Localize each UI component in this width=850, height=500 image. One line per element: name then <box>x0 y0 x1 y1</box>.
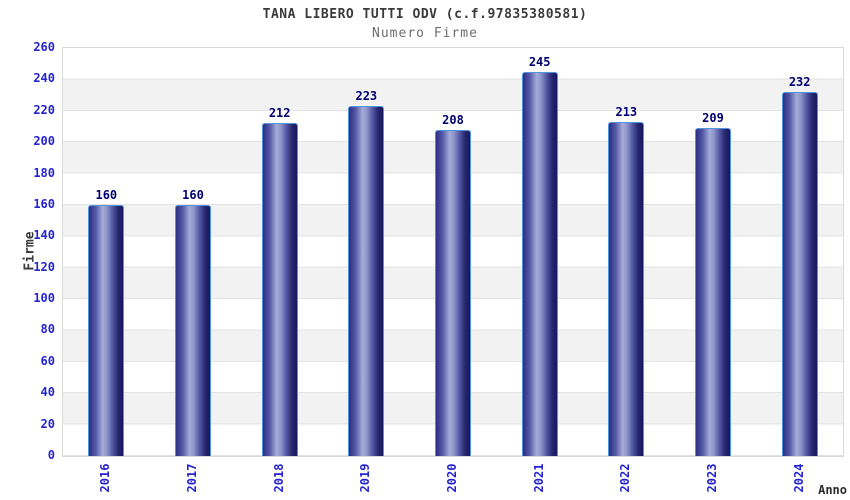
bar-value-label-2019: 223 <box>355 89 378 104</box>
bar-2018 <box>261 123 298 456</box>
x-tick-label-2024: 2024 <box>791 463 806 493</box>
x-tick-label-2021: 2021 <box>531 463 546 493</box>
bar-value-label-2023: 209 <box>702 111 724 126</box>
x-axis-title: Anno <box>818 483 847 497</box>
bar-2024 <box>781 91 818 456</box>
x-tick-label-2018: 2018 <box>271 463 286 493</box>
bar-value-label-2017: 160 <box>182 187 204 202</box>
bar-value-label-2020: 208 <box>442 112 464 127</box>
y-tick-label-40: 40 <box>40 385 55 400</box>
chart-title: TANA LIBERO TUTTI ODV (c.f.97835380581) <box>262 7 588 22</box>
y-axis-title: Firme <box>22 231 38 271</box>
x-tick-label-2017: 2017 <box>185 463 199 493</box>
y-tick-label-80: 80 <box>40 322 55 337</box>
bar-value-label-2021: 245 <box>528 54 551 69</box>
bar-value-label-2022: 213 <box>615 104 638 119</box>
chart-subtitle: Numero Firme <box>372 26 478 41</box>
x-tick-label-2023: 2023 <box>705 463 719 493</box>
bar-2020 <box>435 129 471 456</box>
y-tick-label-240: 240 <box>33 71 55 86</box>
y-tick-label-60: 60 <box>40 353 55 368</box>
bar-value-label-2024: 232 <box>788 74 811 89</box>
bar-2022 <box>608 121 645 456</box>
y-tick-label-100: 100 <box>33 291 55 306</box>
x-tick-label-2020: 2020 <box>445 463 459 493</box>
bar-2016 <box>88 204 125 456</box>
bar-2017 <box>175 204 211 456</box>
x-tick-label-2019: 2019 <box>358 463 373 493</box>
y-tick-label-160: 160 <box>33 196 55 211</box>
y-tick-label-180: 180 <box>33 165 55 180</box>
y-tick-label-260: 260 <box>33 40 55 54</box>
y-tick-label-0: 0 <box>47 448 55 462</box>
x-tick-label-2022: 2022 <box>618 463 633 493</box>
plot-area: 160 160 212 223 208 245 213 209 232 <box>62 47 844 457</box>
y-tick-label-120: 120 <box>33 259 55 274</box>
bar-value-label-2018: 212 <box>268 106 291 121</box>
bar-value-label-2016: 160 <box>95 187 118 202</box>
bar-2021 <box>521 71 558 456</box>
bar-2019 <box>348 106 385 456</box>
y-tick-label-140: 140 <box>33 228 55 243</box>
x-tick-label-2016: 2016 <box>98 463 113 493</box>
y-tick-label-200: 200 <box>33 134 55 149</box>
y-tick-label-20: 20 <box>40 416 55 431</box>
bar-2023 <box>695 128 731 456</box>
y-tick-label-220: 220 <box>33 102 55 117</box>
